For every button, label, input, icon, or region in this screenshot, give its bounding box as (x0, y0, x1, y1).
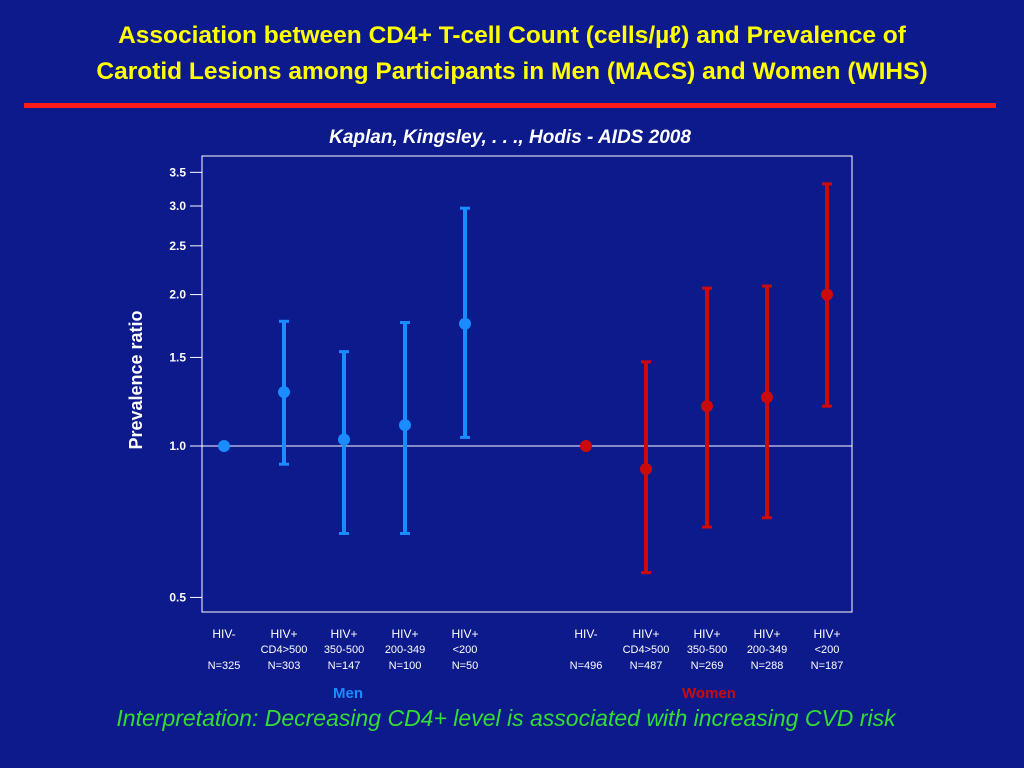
group-label: Men (333, 685, 363, 702)
category-label-line2: 350-500 (687, 644, 727, 656)
category-label-line1: HIV+ (632, 627, 659, 641)
title-divider (24, 103, 996, 108)
data-point (701, 400, 713, 413)
category-label-line1: HIV- (212, 627, 235, 641)
category-label-line1: HIV+ (270, 627, 297, 641)
y-tick-label: 3.0 (169, 199, 186, 213)
sample-size-label: N=147 (328, 660, 361, 672)
interpretation-text: Interpretation: Decreasing CD4+ level is… (116, 705, 896, 731)
category-label-line2: <200 (815, 644, 840, 656)
sample-size-label: N=325 (208, 660, 241, 672)
y-tick-label: 3.5 (169, 165, 186, 179)
title-line-2: Carotid Lesions among Participants in Me… (96, 58, 928, 85)
slide-title: Association between CD4+ T-cell Count (c… (0, 18, 1024, 90)
category-label-line1: HIV- (574, 627, 597, 641)
category-label-line1: HIV+ (451, 627, 478, 641)
category-label-line1: HIV+ (753, 627, 780, 641)
plot-frame (201, 155, 853, 613)
data-point (640, 463, 652, 476)
y-tick-label: 1.5 (169, 350, 186, 364)
sample-size-label: N=187 (811, 660, 844, 672)
data-point (761, 391, 773, 404)
category-label-line2: 200-349 (747, 644, 787, 656)
citation: Kaplan, Kingsley, . . ., Hodis - AIDS 20… (329, 127, 691, 148)
data-point (399, 419, 411, 432)
y-tick-label: 1.0 (169, 439, 186, 453)
y-tick-label: 2.5 (169, 239, 186, 253)
y-axis-label: Prevalence ratio (126, 310, 146, 449)
sample-size-label: N=269 (691, 660, 724, 672)
category-label-line2: CD4>500 (623, 644, 670, 656)
data-point (821, 288, 833, 301)
data-point (338, 433, 350, 446)
y-tick-label: 2.0 (169, 288, 186, 302)
sample-size-label: N=496 (570, 660, 603, 672)
category-label-line1: HIV+ (693, 627, 720, 641)
data-point (278, 386, 290, 399)
data-point (459, 317, 471, 330)
category-label-line1: HIV+ (391, 627, 418, 641)
category-label-line2: CD4>500 (261, 644, 308, 656)
sample-size-label: N=487 (630, 660, 663, 672)
sample-size-label: N=50 (452, 660, 479, 672)
sample-size-label: N=303 (268, 660, 301, 672)
category-label-line2: 350-500 (324, 644, 364, 656)
sample-size-label: N=288 (751, 660, 784, 672)
category-label-line2: 200-349 (385, 644, 425, 656)
category-label-line1: HIV+ (330, 627, 357, 641)
category-label-line1: HIV+ (813, 627, 840, 641)
title-line-1: Association between CD4+ T-cell Count (c… (118, 22, 906, 49)
data-point (218, 440, 230, 452)
group-label: Women (682, 685, 736, 702)
data-point (580, 440, 592, 452)
category-label-line2: <200 (453, 644, 478, 656)
sample-size-label: N=100 (389, 660, 422, 672)
y-tick-label: 0.5 (169, 590, 186, 604)
